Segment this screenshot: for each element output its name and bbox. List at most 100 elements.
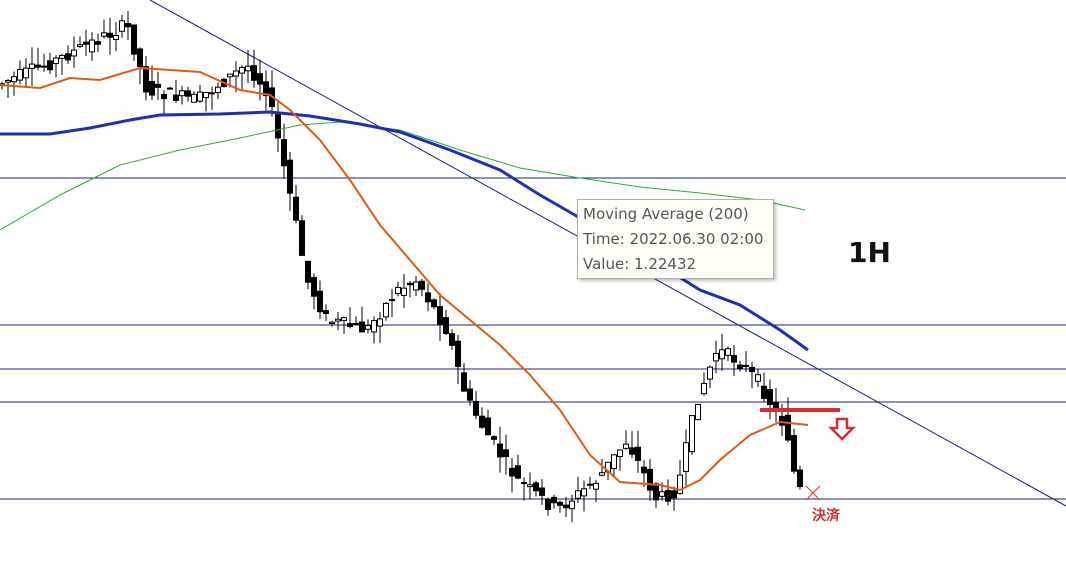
candle-body bbox=[347, 323, 353, 327]
down-arrow bbox=[827, 417, 857, 441]
candle-body bbox=[263, 81, 269, 97]
candle-body bbox=[29, 63, 35, 69]
candle-body bbox=[755, 374, 761, 382]
candle-body bbox=[47, 60, 53, 71]
tooltip: Moving Average (200) Time: 2022.06.30 02… bbox=[577, 199, 774, 279]
candle-body bbox=[65, 53, 71, 61]
candle-body bbox=[131, 24, 137, 55]
candle-body bbox=[293, 196, 299, 221]
candle-body bbox=[473, 400, 479, 416]
candle-body bbox=[611, 454, 617, 469]
candle-body bbox=[581, 488, 587, 497]
candle-body bbox=[53, 57, 59, 65]
candle-body bbox=[239, 66, 245, 74]
candle-body bbox=[599, 472, 605, 476]
candle-body bbox=[635, 446, 641, 461]
candle-body bbox=[623, 443, 629, 449]
candle-body bbox=[491, 436, 497, 440]
candle-body bbox=[257, 73, 263, 85]
candle-body bbox=[179, 90, 185, 97]
candle-body bbox=[83, 41, 89, 45]
candle-body bbox=[401, 287, 407, 296]
candle-body bbox=[365, 325, 371, 330]
candle-body bbox=[335, 318, 341, 322]
candle-body bbox=[719, 349, 725, 360]
ma-200 bbox=[0, 121, 806, 231]
candle-body bbox=[89, 39, 95, 53]
candle-body bbox=[17, 68, 23, 81]
candle-body bbox=[665, 490, 671, 502]
candle-body bbox=[185, 90, 191, 97]
candle-body bbox=[779, 415, 785, 426]
candle-body bbox=[173, 94, 179, 101]
candle-body bbox=[689, 415, 695, 453]
candle-body bbox=[749, 366, 755, 372]
candle-body bbox=[227, 73, 233, 78]
candle-body bbox=[251, 65, 257, 81]
candle-body bbox=[35, 64, 41, 68]
candle-body bbox=[329, 321, 335, 325]
candle-body bbox=[95, 41, 101, 45]
candle-body bbox=[11, 76, 17, 83]
candle-body bbox=[791, 435, 797, 472]
candle-body bbox=[707, 366, 713, 380]
candle-body bbox=[215, 86, 221, 94]
candle-body bbox=[659, 491, 665, 497]
candle-body bbox=[275, 114, 281, 139]
candle-body bbox=[161, 93, 167, 100]
candle-body bbox=[593, 482, 599, 490]
candle-body bbox=[551, 496, 557, 504]
candle-body bbox=[119, 20, 125, 32]
candle-body bbox=[545, 498, 551, 510]
candle-body bbox=[587, 483, 593, 486]
candle-body bbox=[521, 482, 527, 485]
candle-body bbox=[701, 382, 707, 395]
ma-blue bbox=[0, 110, 809, 352]
candle-body bbox=[443, 317, 449, 334]
candle-body bbox=[767, 389, 773, 406]
candle-body bbox=[137, 48, 143, 67]
candle-body bbox=[479, 415, 485, 428]
candle-body bbox=[197, 91, 203, 102]
candle-body bbox=[143, 66, 149, 93]
candle-body bbox=[695, 403, 701, 421]
exit-cross bbox=[805, 485, 821, 501]
candle-body bbox=[743, 364, 749, 367]
candle-body bbox=[233, 70, 239, 77]
candle-body bbox=[677, 474, 683, 494]
tooltip-value: Value: 1.22432 bbox=[583, 255, 697, 273]
candle-body bbox=[125, 23, 131, 28]
candle-body bbox=[773, 402, 779, 410]
candle-body bbox=[737, 364, 743, 370]
candle-body bbox=[557, 501, 563, 506]
candle-body bbox=[107, 32, 113, 38]
candle-body bbox=[569, 500, 575, 510]
candle-body bbox=[785, 414, 791, 441]
candle-body bbox=[23, 67, 29, 79]
candle-body bbox=[359, 321, 365, 333]
candle-body bbox=[287, 159, 293, 194]
candle-body bbox=[617, 449, 623, 458]
candle-body bbox=[539, 487, 545, 496]
candle-body bbox=[311, 277, 317, 297]
timeframe-label: 1H bbox=[848, 236, 891, 269]
candle-body bbox=[455, 340, 461, 367]
candle-body bbox=[101, 32, 107, 37]
candle-body bbox=[533, 482, 539, 492]
candle-body bbox=[653, 483, 659, 501]
candle-body bbox=[377, 318, 383, 327]
candle-body bbox=[71, 49, 77, 57]
horizontal-levels bbox=[0, 177, 1066, 500]
candle-body bbox=[341, 317, 347, 321]
candle-body bbox=[713, 352, 719, 362]
candle-body bbox=[419, 280, 425, 290]
candle-body bbox=[503, 449, 509, 458]
tooltip-time: Time: 2022.06.30 02:00 bbox=[583, 230, 764, 248]
candle-body bbox=[761, 385, 767, 399]
candle-body bbox=[323, 310, 329, 314]
candle-body bbox=[167, 87, 173, 90]
candle-body bbox=[77, 44, 83, 47]
candle-body bbox=[389, 299, 395, 302]
candle-body bbox=[449, 333, 455, 346]
